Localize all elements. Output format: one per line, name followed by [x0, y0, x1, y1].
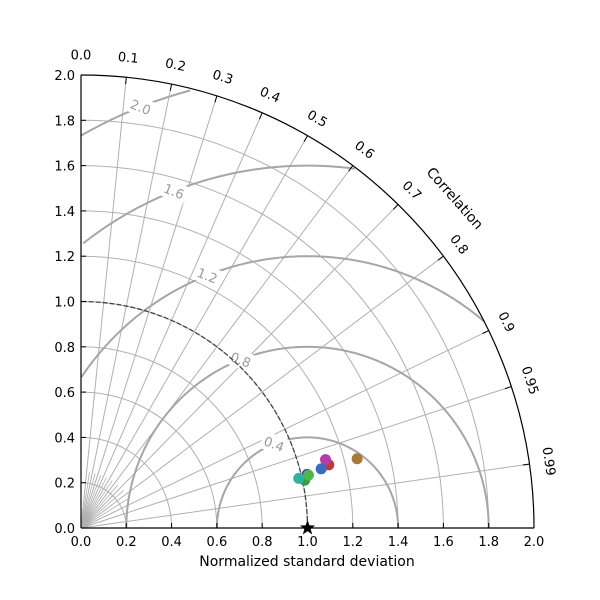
correlation-outer-arc [80, 74, 535, 529]
rms-contour [125, 345, 490, 529]
correlation-tick-mark [303, 135, 308, 142]
correlation-tick-label: 0.3 [210, 68, 234, 89]
x-tick-label: 0.6 [207, 535, 228, 550]
correlation-tick-label: 0.6 [351, 138, 377, 162]
rms-contour-label: 2.0 [128, 97, 153, 119]
rms-contour [80, 255, 485, 378]
y-tick-label: 0.4 [54, 431, 75, 446]
rms-contour [215, 436, 400, 529]
correlation-tick-mark [348, 165, 354, 172]
rms-label-background [125, 93, 157, 120]
y-tick-label: 1.0 [54, 296, 75, 311]
correlation-tick-label: 0.7 [399, 178, 424, 203]
data-point [320, 454, 332, 466]
data-point [293, 472, 305, 484]
rms-contour-label: 1.6 [161, 182, 186, 204]
y-tick-label: 1.4 [54, 205, 75, 220]
rms-label-background [225, 346, 257, 373]
y-tick-label: 0.8 [54, 341, 75, 356]
std-grid-circle [80, 391, 218, 529]
y-tick-label: 0.6 [54, 386, 75, 401]
std-grid-circle [80, 210, 399, 529]
rms-label-background [192, 262, 223, 289]
y-tick-label: 1.2 [54, 250, 75, 265]
correlation-tick-mark [437, 255, 444, 261]
correlation-tick-label: 0.8 [446, 232, 470, 258]
rms-label-background [158, 177, 190, 205]
correlation-tick-mark [504, 386, 512, 390]
correlation-tick-mark [482, 330, 489, 334]
frame-layer [80, 74, 535, 529]
y-tick-label: 0.2 [54, 477, 75, 492]
correlation-tick-label: 0.4 [257, 84, 282, 106]
correlation-tick-mark [169, 84, 173, 91]
correlation-tick-label: 0.5 [304, 108, 329, 131]
correlation-tick-mark [259, 112, 263, 120]
rms-contour-label: 0.8 [228, 350, 253, 372]
std-grid-circle [80, 255, 354, 529]
correlation-axis-title: Correlation [423, 165, 486, 233]
correlation-tick-mark [392, 204, 399, 210]
y-tick-label: 0.0 [54, 522, 75, 537]
rms-contour-layer: 0.4 0.8 1.2 1.6 2.0 [80, 89, 490, 529]
correlation-tick-label: 0.9 [494, 310, 517, 335]
data-point [351, 453, 363, 465]
x-tick-label: 1.4 [388, 535, 409, 550]
correlation-tick-mark [125, 77, 127, 85]
std-grid-circle [80, 346, 263, 529]
x-tick-label: 1.2 [342, 535, 363, 550]
correlation-tick-label: 0.0 [71, 49, 92, 64]
correlation-tick-mark [214, 95, 218, 103]
x-tick-label: 2.0 [524, 535, 545, 550]
correlation-minor-ray [80, 497, 130, 529]
reference-star-marker [299, 520, 316, 535]
rms-contour-label: 1.2 [195, 266, 220, 288]
correlation-tick-label: 0.99 [539, 446, 558, 477]
y-tick-label: 1.6 [54, 160, 75, 175]
correlation-grid-line [80, 255, 444, 529]
correlation-minor-ray [80, 474, 102, 529]
y-tick-label: 2.0 [54, 69, 75, 84]
x-tick-label: 0.0 [71, 535, 92, 550]
correlation-minor-ray [80, 477, 107, 529]
correlation-tick-label: 0.1 [117, 50, 139, 67]
std-grid-circle [80, 165, 444, 529]
correlation-grid-line [80, 165, 354, 529]
data-point [315, 463, 327, 475]
data-point [302, 469, 314, 481]
rms-contour [82, 164, 355, 245]
correlation-minor-ray [80, 471, 90, 529]
x-axis-title: Normalized standard deviation [199, 554, 414, 570]
data-point-layer [293, 453, 363, 535]
rms-label-background [258, 430, 290, 457]
correlation-tick-mark [522, 463, 530, 466]
x-tick-label: 0.4 [161, 535, 182, 550]
grid-layer [80, 77, 530, 529]
x-tick-label: 0.2 [116, 535, 137, 550]
correlation-grid-line [80, 95, 218, 529]
x-tick-label: 1.0 [297, 535, 318, 550]
correlation-minor-ray [80, 490, 124, 529]
x-tick-label: 1.8 [478, 535, 499, 550]
correlation-grid-line [80, 135, 308, 529]
correlation-minor-ray [80, 480, 113, 529]
correlation-tick-label: 0.95 [518, 365, 541, 397]
correlation-tick-label: 0.2 [164, 56, 187, 75]
correlation-minor-ray [80, 473, 96, 529]
std-grid-circle [80, 119, 490, 529]
x-tick-label: 1.6 [433, 535, 454, 550]
x-tick-label: 0.8 [252, 535, 273, 550]
correlation-minor-ray [80, 484, 119, 529]
y-tick-label: 1.8 [54, 114, 75, 129]
rms-contour-label: 0.4 [261, 434, 286, 456]
